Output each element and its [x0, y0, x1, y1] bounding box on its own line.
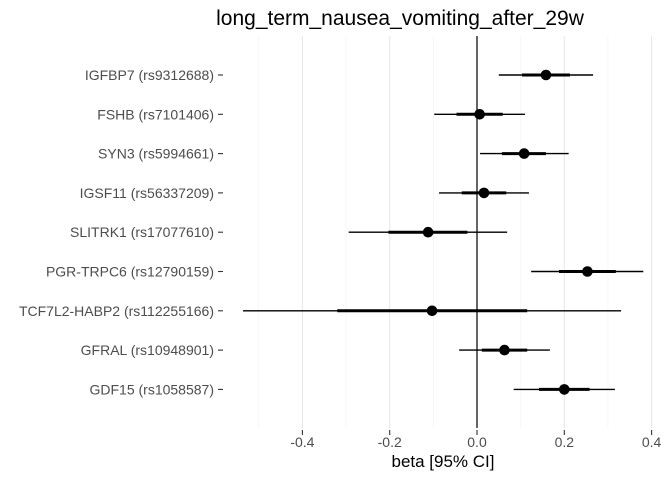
y-tick-label: GDF15 (rs1058587) [89, 381, 214, 397]
point-estimate [422, 226, 434, 238]
point-estimate [582, 266, 593, 277]
y-tick-label: SYN3 (rs5994661) [98, 146, 214, 162]
y-tick-label: GFRAL (rs10948901) [81, 342, 214, 358]
x-tick-label: 0.2 [555, 434, 575, 450]
estimate-marks [243, 69, 644, 395]
x-tick-label: 0.4 [642, 434, 662, 450]
point-estimate [499, 344, 510, 356]
x-axis: -0.4 -0.2 0.0 0.2 0.4 [290, 430, 662, 450]
point-estimate [474, 109, 485, 120]
x-tick-label: -0.2 [378, 434, 402, 450]
point-estimate [478, 187, 490, 199]
x-axis-title: beta [95% CI] [391, 452, 494, 471]
point-estimate [540, 69, 552, 81]
y-tick-label: IGFBP7 (rs9312688) [85, 67, 214, 83]
y-tick-label: IGSF11 (rs56337209) [80, 185, 214, 201]
point-estimate [559, 384, 570, 395]
point-estimate [426, 305, 438, 317]
y-tick-label: SLITRK1 (rs17077610) [70, 224, 214, 240]
y-tick-label: TCF7L2-HABP2 (rs112255166) [19, 303, 214, 319]
point-estimate [518, 148, 530, 159]
y-tick-label: PGR-TRPC6 (rs12790159) [46, 264, 214, 280]
x-tick-label: 0.0 [467, 434, 487, 450]
y-tick-label: FSHB (rs7101406) [97, 106, 214, 122]
chart-title: long_term_nausea_vomiting_after_29w [216, 7, 585, 30]
x-tick-label: -0.4 [290, 434, 314, 450]
y-axis: IGFBP7 (rs9312688) FSHB (rs7101406) SYN3 (… [19, 67, 223, 397]
